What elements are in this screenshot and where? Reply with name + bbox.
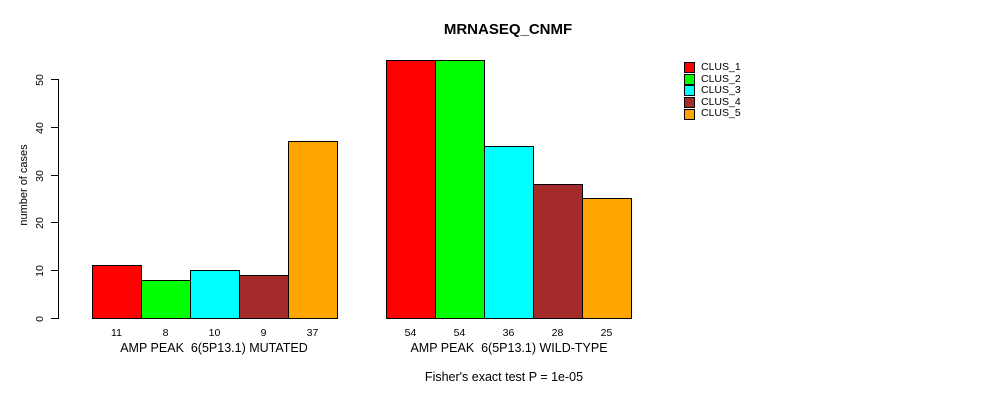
y-axis-line [58,79,59,319]
x-category-label-wild-type: AMP PEAK 6(5P13.1) WILD-TYPE [410,341,608,355]
legend-label: CLUS_5 [701,107,741,120]
legend-swatch-clus_5 [684,108,695,120]
bar-value-label: 36 [502,327,515,339]
y-axis-tick-label: 0 [34,315,46,322]
bar-clus_1-mutated [92,265,142,319]
legend-label: CLUS_3 [701,84,741,97]
bar-clus_5-wild-type [582,198,632,319]
bar-clus_3-wild-type [484,146,534,319]
y-axis-tick [51,175,58,176]
bar-clus_2-wild-type [435,60,485,319]
legend-label: CLUS_4 [701,95,741,108]
x-category-label-mutated: AMP PEAK 6(5P13.1) MUTATED [120,341,308,355]
bar-clus_2-mutated [141,280,191,319]
bar-value-label: 37 [306,327,319,339]
chart-title: MRNASEQ_CNMF [443,21,573,38]
y-axis-tick [51,270,58,271]
legend-swatch-clus_3 [684,85,695,97]
bar-value-label: 11 [111,327,122,339]
y-axis-tick [51,318,58,319]
bar-clus_3-mutated [190,270,240,319]
bar-value-label: 25 [600,327,613,339]
legend-item-clus_3: CLUS_3 [684,85,741,97]
bar-value-label: 28 [551,327,564,339]
bar-clus_1-wild-type [386,60,436,319]
bar-value-label: 10 [208,327,221,339]
bar-value-label: 54 [404,327,417,339]
legend-swatch-clus_4 [684,97,695,109]
y-axis-tick [51,222,58,223]
legend-label: CLUS_2 [701,72,741,85]
footnote-fisher-test: Fisher's exact test P = 1e-05 [424,370,584,384]
legend-item-clus_5: CLUS_5 [684,108,741,120]
bar-clus_4-mutated [239,275,289,319]
legend-item-clus_1: CLUS_1 [684,61,741,74]
y-axis-tick-label: 10 [34,264,46,277]
bar-clus_4-wild-type [533,184,583,319]
y-axis-tick-label: 20 [34,216,46,229]
y-axis-tick-label: 50 [34,73,46,86]
legend-swatch-clus_2 [684,73,695,85]
y-axis-tick [51,79,58,80]
legend-item-clus_2: CLUS_2 [684,72,741,86]
legend: CLUS_1 CLUS_2 CLUS_3 CLUS_4 CLUS_5 [684,61,741,120]
legend-item-clus_4: CLUS_4 [684,95,741,109]
bar-value-label: 54 [453,327,466,339]
y-axis-tick-label: 30 [34,169,46,182]
y-axis-tick [51,127,58,128]
bar-value-label: 8 [162,327,169,339]
legend-swatch-clus_1 [684,62,695,74]
legend-label: CLUS_1 [701,61,741,73]
bar-clus_5-mutated [288,141,338,319]
y-axis-tick-label: 40 [34,121,46,134]
bar-value-label: 9 [260,327,267,339]
